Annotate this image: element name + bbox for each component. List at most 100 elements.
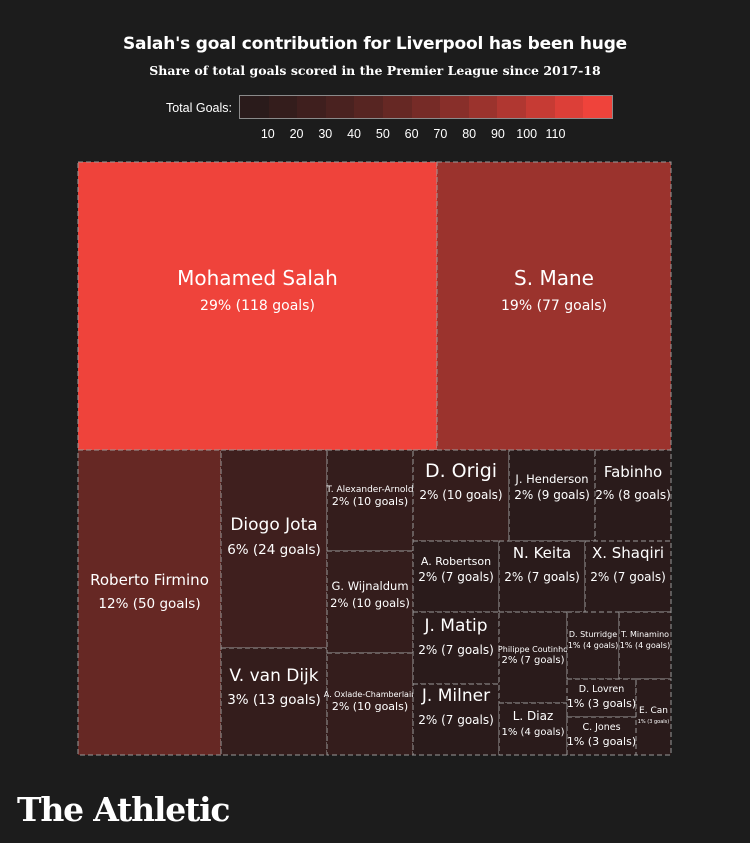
- cell-player-name: E. Can: [639, 706, 668, 716]
- cell-player-name: Philippe Coutinho: [498, 645, 568, 654]
- treemap-rect: [326, 550, 414, 654]
- cell-goal-label: 2% (7 goals): [418, 643, 494, 657]
- treemap-rect: [326, 449, 414, 552]
- treemap-cell: Fabinho 2% (8 goals): [594, 449, 672, 542]
- treemap-rect: [566, 716, 637, 756]
- legend-tick-label: 60: [404, 127, 419, 141]
- treemap-cell: J. Matip 2% (7 goals): [412, 611, 500, 685]
- cell-player-name: N. Keita: [513, 544, 571, 562]
- cell-goal-label: 2% (10 goals): [332, 700, 408, 713]
- cell-goal-label: 2% (7 goals): [502, 655, 565, 666]
- treemap-cell: S. Mane 19% (77 goals): [436, 161, 672, 451]
- cell-player-name: Mohamed Salah: [177, 266, 338, 290]
- cell-goal-label: 1% (4 goals): [568, 641, 618, 650]
- legend-tick-label: 20: [289, 127, 304, 141]
- cell-goal-label: 1% (4 goals): [502, 727, 565, 738]
- treemap-cell: N. Keita 2% (7 goals): [498, 540, 586, 613]
- cell-goal-label: 2% (10 goals): [419, 488, 502, 502]
- legend-tick-label: 40: [347, 127, 362, 141]
- cell-player-name: A. Oxlade-Chamberlain: [324, 690, 417, 699]
- treemap-cell: Diogo Jota 6% (24 goals): [220, 449, 328, 649]
- treemap-rect: [635, 678, 672, 756]
- cell-goal-label: 1% (3 goals): [567, 697, 636, 710]
- treemap-rect: [566, 678, 637, 718]
- cell-goal-label: 29% (118 goals): [200, 298, 315, 314]
- treemap-rect: [508, 449, 596, 542]
- cell-goal-label: 19% (77 goals): [501, 298, 607, 314]
- legend-swatch: [297, 96, 326, 118]
- legend-swatch: [383, 96, 412, 118]
- legend-label: Total Goals:: [165, 101, 232, 115]
- treemap-cell: T. Minamino 1% (4 goals): [618, 611, 672, 680]
- cell-player-name: A. Robertson: [421, 555, 491, 568]
- chart-subtitle: Share of total goals scored in the Premi…: [149, 63, 601, 78]
- cell-goal-label: 2% (9 goals): [514, 488, 590, 502]
- treemap-cell: X. Shaqiri 2% (7 goals): [584, 540, 672, 613]
- cell-player-name: D. Sturridge: [569, 630, 617, 639]
- legend-swatch: [240, 96, 269, 118]
- legend-tick-label: 70: [433, 127, 448, 141]
- legend-swatch: [411, 96, 441, 118]
- cell-goal-label: 12% (50 goals): [98, 596, 200, 612]
- treemap-rect: [498, 702, 568, 756]
- cell-goal-label: 2% (7 goals): [418, 570, 494, 584]
- cell-goal-label: 3% (13 goals): [227, 692, 321, 708]
- color-scale-legend: [239, 95, 613, 119]
- cell-player-name: X. Shaqiri: [592, 544, 664, 562]
- legend-swatch: [440, 96, 469, 118]
- brand-logo: The Athletic: [17, 790, 231, 829]
- legend-swatch: [268, 96, 298, 118]
- cell-player-name: J. Milner: [421, 686, 490, 706]
- treemap-cell: A. Robertson 2% (7 goals): [412, 540, 500, 613]
- treemap-cell: G. Wijnaldum 2% (10 goals): [326, 550, 414, 654]
- treemap-rect: [412, 449, 510, 542]
- cell-goal-label: 2% (7 goals): [590, 570, 666, 584]
- cell-player-name: Fabinho: [604, 463, 662, 481]
- treemap-cell: L. Diaz 1% (4 goals): [498, 702, 568, 756]
- cell-goal-label: 1% (4 goals): [620, 641, 670, 650]
- treemap-rect: [412, 611, 500, 685]
- treemap-rect: [77, 449, 222, 756]
- cell-player-name: D. Lovren: [579, 684, 624, 695]
- cell-goal-label: 1% (3 goals): [567, 735, 636, 748]
- treemap-rect: [77, 161, 438, 451]
- cell-player-name: J. Henderson: [514, 472, 588, 486]
- cell-player-name: T. Alexander-Arnold: [325, 485, 413, 495]
- legend-tick-label: 30: [318, 127, 333, 141]
- treemap-cell: V. van Dijk 3% (13 goals): [220, 647, 328, 756]
- treemap-rect: [584, 540, 672, 613]
- cell-player-name: D. Origi: [425, 460, 497, 482]
- legend-tick-label: 10: [260, 127, 275, 141]
- legend-swatch: [497, 96, 527, 118]
- treemap-rect: [498, 540, 586, 613]
- treemap-cell: D. Origi 2% (10 goals): [412, 449, 510, 542]
- chart-title: Salah's goal contribution for Liverpool …: [122, 34, 627, 54]
- legend-tick-label: 80: [462, 127, 477, 141]
- legend-tick-label: 100: [516, 127, 538, 141]
- treemap-cell: Roberto Firmino 12% (50 goals): [77, 449, 222, 756]
- treemap-cell: D. Sturridge 1% (4 goals): [566, 611, 620, 680]
- cell-goal-label: 2% (10 goals): [332, 495, 408, 508]
- treemap-cell: C. Jones 1% (3 goals): [566, 716, 637, 756]
- cell-goal-label: 1% (3 goals): [638, 719, 670, 725]
- treemap-rect: [220, 449, 328, 649]
- cell-goal-label: 2% (10 goals): [330, 596, 410, 610]
- treemap-cell: D. Lovren 1% (3 goals): [566, 678, 637, 718]
- treemap-rect: [436, 161, 672, 451]
- legend-swatch: [325, 96, 355, 118]
- treemap-cell: Mohamed Salah 29% (118 goals): [77, 161, 438, 451]
- cell-player-name: L. Diaz: [513, 709, 554, 723]
- cell-player-name: G. Wijnaldum: [331, 579, 408, 593]
- cell-goal-label: 2% (7 goals): [504, 570, 580, 584]
- treemap-rect: [594, 449, 672, 542]
- cell-goal-label: 2% (7 goals): [418, 713, 494, 727]
- treemap-cell: E. Can 1% (3 goals): [635, 678, 672, 756]
- legend-tick-label: 50: [375, 127, 390, 141]
- legend-swatch: [583, 96, 612, 118]
- cell-player-name: C. Jones: [582, 722, 620, 733]
- cell-player-name: J. Matip: [423, 616, 487, 636]
- treemap-rect: [412, 683, 500, 756]
- cell-goal-label: 2% (8 goals): [595, 488, 671, 502]
